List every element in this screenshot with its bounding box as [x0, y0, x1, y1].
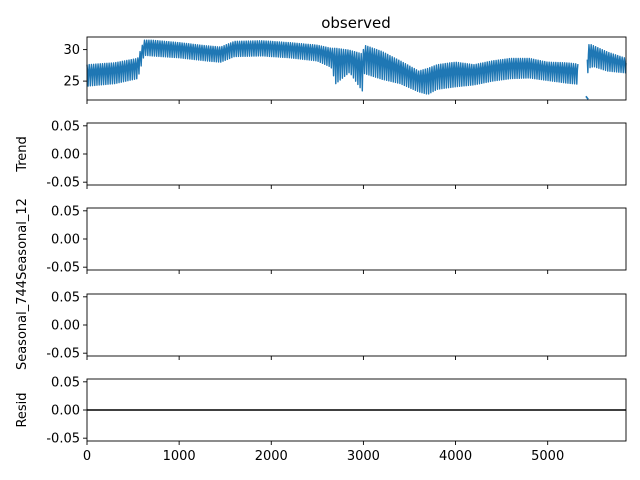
panel-trend: -0.05 0.00 0.05 Trend: [15, 119, 627, 191]
observed-series-line: [86, 39, 627, 95]
ytick-label: -0.05: [46, 432, 80, 447]
xtick-label: 1000: [163, 449, 196, 464]
ytick-label: -0.05: [46, 261, 80, 276]
panel-seasonal_12: -0.05 0.00 0.05 Seasonal_12: [15, 198, 627, 280]
xtick-label: 2000: [255, 449, 288, 464]
ylabel-seasonal_12: Seasonal_12: [15, 198, 30, 280]
ytick-label: 30: [63, 43, 80, 58]
ytick-label: 0.00: [51, 404, 80, 419]
ytick-label: 0.00: [51, 319, 80, 334]
ytick-label: 0.00: [51, 233, 80, 248]
xtick-label: 5000: [531, 449, 564, 464]
panel-frame-observed: [86, 36, 627, 101]
xtick-label: 3000: [347, 449, 380, 464]
ylabel-resid: Resid: [15, 392, 30, 427]
panel-resid: -0.05 0.00 0.05 0 1000 2000 3000 4000 5000 Resid: [15, 375, 627, 464]
xtick-label: 0: [83, 449, 91, 464]
ytick-label: 0.05: [51, 119, 80, 134]
panels-group: 25 30 -0.05 0.00 0.05 Trend -0.05 0.00 0.05 Seaso…: [15, 36, 627, 464]
observed-isolated-segment: [585, 95, 589, 100]
ylabel-trend: Trend: [15, 136, 30, 173]
ytick-label: 0.05: [51, 290, 80, 305]
ylabel-seasonal_744: Seasonal_744: [15, 280, 30, 370]
figure-title: observed: [321, 14, 391, 32]
ytick-label: -0.05: [46, 176, 80, 191]
ytick-label: 0.05: [51, 204, 80, 219]
ytick-label: -0.05: [46, 347, 80, 362]
ytick-label: 0.00: [51, 148, 80, 163]
panel-observed: 25 30: [63, 36, 627, 104]
ytick-label: 0.05: [51, 375, 80, 390]
ytick-label: 25: [63, 75, 80, 90]
panel-seasonal_744: -0.05 0.00 0.05 Seasonal_744: [15, 280, 627, 370]
xtick-label: 4000: [439, 449, 472, 464]
